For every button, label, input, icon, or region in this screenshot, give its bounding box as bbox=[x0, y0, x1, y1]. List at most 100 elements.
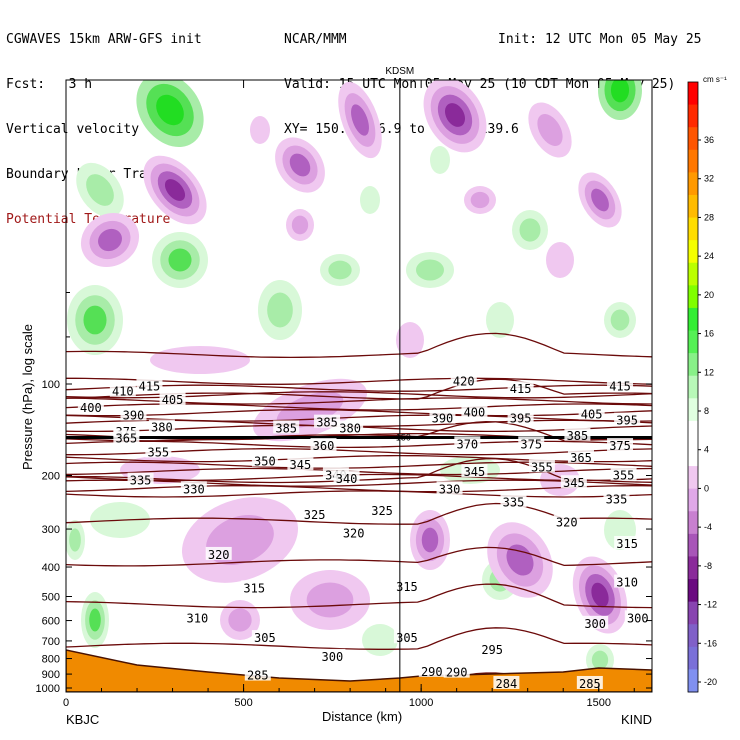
x-start-station: KBJC bbox=[66, 712, 99, 727]
theta-label: 305 bbox=[254, 631, 276, 645]
theta-label: 395 bbox=[510, 412, 532, 426]
colorbar-tick-label: -16 bbox=[704, 638, 717, 648]
theta-label: 345 bbox=[290, 458, 312, 472]
theta-label: 355 bbox=[613, 469, 635, 483]
theta-label: 370 bbox=[456, 437, 478, 451]
theta-label: 355 bbox=[147, 445, 169, 459]
theta-label: 320 bbox=[208, 548, 230, 562]
forecast-line: Fcst: 3 h bbox=[6, 77, 202, 92]
theta-label: 320 bbox=[556, 516, 578, 530]
colorbar-swatch bbox=[688, 533, 698, 557]
theta-label: 350 bbox=[254, 455, 276, 469]
terrain-fill bbox=[66, 649, 652, 692]
colorbar-swatch bbox=[688, 579, 698, 603]
theta-label: 385 bbox=[316, 416, 338, 430]
theta-label: 315 bbox=[243, 581, 265, 595]
colorbar-swatch bbox=[688, 646, 698, 670]
colorbar-swatch bbox=[688, 556, 698, 580]
y-tick-label: 1000 bbox=[36, 683, 60, 695]
theta-label: 325 bbox=[371, 504, 393, 518]
theta-label: 420 bbox=[453, 374, 475, 388]
theta-label: 375 bbox=[609, 439, 631, 453]
colorbar-swatch bbox=[688, 511, 698, 535]
colorbar-swatch bbox=[688, 669, 698, 693]
theta-label: 415 bbox=[609, 380, 631, 394]
theta-label: 390 bbox=[432, 412, 454, 426]
x-tick-label: 1500 bbox=[586, 697, 610, 709]
x-tick-label: 500 bbox=[234, 697, 252, 709]
colorbar-swatch bbox=[688, 217, 698, 241]
y-tick-label: 200 bbox=[42, 471, 60, 483]
colorbar-tick-label: 20 bbox=[704, 290, 714, 300]
colorbar-swatch bbox=[688, 82, 698, 106]
colorbar-tick-label: 32 bbox=[704, 174, 714, 184]
theta-label: 310 bbox=[616, 576, 638, 590]
theta-label: 365 bbox=[116, 431, 138, 445]
theta-label: 365 bbox=[570, 451, 592, 465]
theta-label: 390 bbox=[123, 409, 145, 423]
theta-label: 295 bbox=[481, 643, 503, 657]
colorbar: 36 32 28 24 20 16 12 8 4 0 -4 -8 -12 -16 -20 bbox=[687, 81, 717, 693]
y-tick-label: 500 bbox=[42, 591, 60, 603]
theta-label: 400 bbox=[80, 401, 102, 415]
y-tick-label: 600 bbox=[42, 616, 60, 628]
colorbar-swatch bbox=[688, 307, 698, 332]
theta-label: 330 bbox=[183, 482, 205, 496]
theta-label: 405 bbox=[162, 393, 184, 407]
colorbar-swatch bbox=[688, 488, 698, 512]
theta-label: 410 bbox=[112, 385, 134, 399]
colorbar-tick-label: 12 bbox=[704, 367, 714, 377]
theta-label: 415 bbox=[139, 380, 161, 394]
colorbar-tick-label: 24 bbox=[704, 251, 714, 261]
model-title: CGWAVES 15km ARW-GFS init bbox=[6, 32, 202, 47]
y-axis: 100 200 300 400 500 600 700 800 900 1000 bbox=[36, 291, 652, 695]
colorbar-swatch bbox=[688, 601, 698, 625]
colorbar-swatch bbox=[688, 104, 698, 128]
theta-label: 415 bbox=[510, 382, 532, 396]
y-tick-label: 700 bbox=[42, 636, 60, 648]
tropopause-label: 150 bbox=[396, 433, 411, 443]
theta-label: 284 bbox=[496, 677, 518, 691]
y-tick-label: 900 bbox=[42, 669, 60, 681]
colorbar-tick-label: -20 bbox=[704, 677, 717, 687]
colorbar-swatch bbox=[688, 330, 698, 354]
colorbar-swatch bbox=[688, 285, 698, 309]
colorbar-tick-label: -4 bbox=[704, 522, 712, 532]
theta-label: 375 bbox=[520, 437, 542, 451]
theta-label: 290 bbox=[446, 666, 468, 680]
theta-label: 355 bbox=[531, 460, 553, 474]
theta-label: 405 bbox=[581, 408, 603, 422]
plot-frame bbox=[65, 79, 653, 693]
x-axis-title: Distance (km) bbox=[322, 709, 402, 724]
y-tick-label: 300 bbox=[42, 524, 60, 536]
theta-label: 315 bbox=[396, 580, 418, 594]
colorbar-swatch bbox=[688, 443, 698, 467]
theta-label: 360 bbox=[313, 439, 335, 453]
theta-label: 335 bbox=[606, 493, 628, 507]
y-axis-title: Pressure (hPa), log scale bbox=[20, 324, 35, 470]
theta-label: 340 bbox=[336, 472, 358, 486]
theta-label: 335 bbox=[503, 495, 525, 509]
colorbar-swatch bbox=[688, 172, 698, 196]
theta-label: 380 bbox=[339, 421, 361, 435]
colorbar-unit: cm s⁻¹ bbox=[703, 75, 727, 84]
colorbar-swatch bbox=[688, 375, 698, 399]
colorbar-swatch bbox=[688, 398, 698, 422]
colorbar-swatch bbox=[688, 240, 698, 264]
fcst-value: 3 h bbox=[68, 77, 93, 92]
theta-label: 300 bbox=[322, 650, 344, 664]
theta-label: 300 bbox=[584, 617, 606, 631]
theta-label: 345 bbox=[464, 465, 486, 479]
init-time: Init: 12 UTC Mon 05 May 25 bbox=[498, 32, 702, 47]
theta-label: 330 bbox=[439, 482, 461, 496]
theta-label: 325 bbox=[304, 508, 326, 522]
colorbar-tick-label: 16 bbox=[704, 329, 714, 339]
colorbar-swatch bbox=[688, 420, 698, 444]
x-end-station: KIND bbox=[621, 712, 652, 727]
y-tick-label: 800 bbox=[42, 654, 60, 666]
theta-label: 335 bbox=[130, 474, 152, 488]
vertical-velocity-fill bbox=[66, 80, 642, 676]
theta-label: 285 bbox=[247, 669, 269, 683]
